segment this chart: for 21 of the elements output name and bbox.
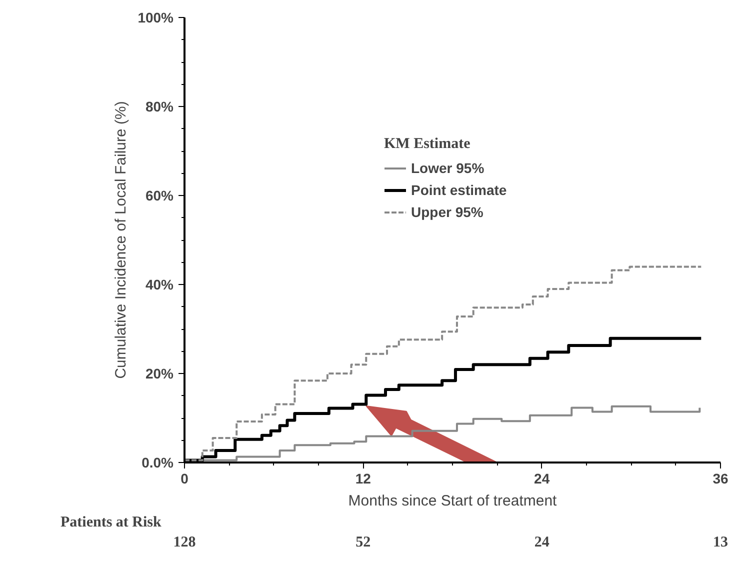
- text: Patients at Risk: [60, 514, 162, 530]
- legend-label: Point estimate: [411, 182, 507, 198]
- y-tick-label: 0.0%: [142, 454, 174, 470]
- text: 24: [534, 534, 550, 550]
- legend-title: KM Estimate: [384, 136, 472, 153]
- y-tick-label: 60%: [145, 188, 174, 204]
- text: 13: [713, 534, 728, 550]
- y-axis-title: Cumulative Incidence of Local Failure (%): [112, 101, 130, 379]
- y-tick-label: 100%: [138, 10, 174, 26]
- x-tick-label: 0: [180, 470, 189, 486]
- x-tick-label: 36: [712, 470, 728, 486]
- legend-label: Upper 95%: [411, 204, 484, 220]
- x-axis-title: Months since Start of treatment: [348, 492, 558, 510]
- y-tick-label: 20%: [145, 366, 174, 382]
- x-tick-label: 12: [355, 470, 372, 486]
- text: 128: [173, 534, 196, 550]
- text: 52: [356, 534, 371, 550]
- y-tick-label: 80%: [145, 98, 174, 114]
- x-tick-label: 24: [534, 470, 550, 486]
- legend-label: Lower 95%: [411, 160, 484, 176]
- y-tick-label: 40%: [145, 276, 174, 292]
